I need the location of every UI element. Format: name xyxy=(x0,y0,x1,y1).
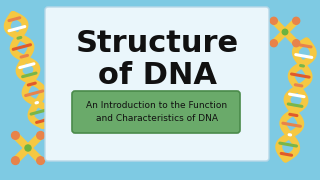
FancyBboxPatch shape xyxy=(45,7,269,161)
Circle shape xyxy=(37,157,44,165)
FancyBboxPatch shape xyxy=(72,91,240,133)
Text: An Introduction to the Function
and Characteristics of DNA: An Introduction to the Function and Char… xyxy=(86,101,228,123)
Text: Structure: Structure xyxy=(76,30,239,58)
Text: of DNA: of DNA xyxy=(98,60,217,89)
Circle shape xyxy=(25,145,31,151)
Circle shape xyxy=(282,29,288,35)
Circle shape xyxy=(12,132,19,139)
Circle shape xyxy=(293,17,300,24)
Circle shape xyxy=(12,157,19,165)
Circle shape xyxy=(270,40,277,47)
Circle shape xyxy=(293,40,300,47)
Circle shape xyxy=(270,17,277,24)
Circle shape xyxy=(37,132,44,139)
